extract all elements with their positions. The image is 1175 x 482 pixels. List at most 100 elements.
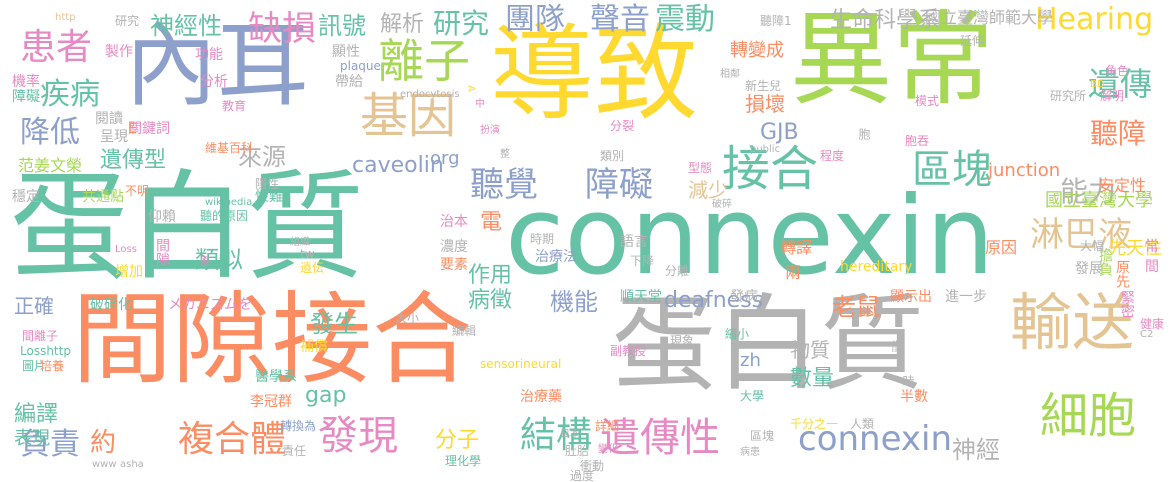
word-cloud-term: 縮小 bbox=[725, 327, 750, 341]
word-cloud-term: 日本 bbox=[560, 429, 580, 440]
word-cloud-term: connexin bbox=[798, 419, 953, 459]
word-cloud-term: 性難 bbox=[255, 189, 283, 205]
word-cloud-term: 負責 bbox=[20, 427, 80, 462]
word-cloud-term: 時 bbox=[901, 375, 915, 387]
word-cloud-term: 先天性 bbox=[1108, 238, 1162, 259]
word-cloud-term: 研究 bbox=[115, 14, 140, 28]
word-cloud-term: 機能 bbox=[550, 288, 598, 316]
word-cloud-term: 醫學系 bbox=[255, 369, 297, 385]
word-cloud-term: 疾病 bbox=[40, 77, 100, 112]
word-cloud-term: 半數 bbox=[900, 389, 928, 405]
word-cloud-term: 分裂 bbox=[610, 119, 635, 133]
word-cloud-term: 分析 bbox=[200, 74, 228, 90]
word-cloud-term: 製作 bbox=[105, 44, 133, 60]
word-cloud-term: 聽覺 bbox=[470, 165, 538, 205]
word-cloud-term: 健康 bbox=[1140, 317, 1165, 331]
word-cloud-term: 聽障1 bbox=[760, 14, 792, 28]
word-cloud-term: 障礙 bbox=[585, 165, 653, 205]
word-cloud-term: 發病 bbox=[730, 289, 758, 305]
word-cloud-term: 分子 bbox=[435, 428, 480, 453]
word-cloud-term: connexin bbox=[505, 174, 995, 299]
word-cloud-term: 顯示出 bbox=[890, 289, 932, 305]
word-cloud-term: 關鍵詞 bbox=[128, 121, 170, 137]
word-cloud-term: 聽障 bbox=[1090, 117, 1147, 150]
word-cloud-term: A bbox=[465, 85, 476, 92]
word-cloud-term: 理化學 bbox=[445, 454, 482, 468]
word-cloud-term: 帶給 bbox=[335, 74, 363, 90]
word-cloud-term: 約 bbox=[90, 428, 117, 458]
word-cloud-term: junction bbox=[988, 160, 1061, 181]
word-cloud-term: 吾 bbox=[200, 257, 210, 268]
word-cloud-term: 順天堂 bbox=[620, 289, 662, 305]
word-cloud-term: www bbox=[92, 459, 117, 470]
word-cloud-term: BD bbox=[1090, 79, 1105, 90]
word-cloud-term: 進一步 bbox=[945, 289, 987, 305]
word-cloud-term: gap bbox=[305, 383, 347, 408]
word-cloud-term: 型態 bbox=[688, 161, 713, 175]
word-cloud-term: 責任 bbox=[282, 444, 307, 458]
word-cloud-term: 兩 bbox=[785, 263, 802, 282]
word-cloud-term: 范姜文榮 bbox=[18, 156, 83, 175]
word-cloud-term: 減少 bbox=[688, 178, 728, 202]
word-cloud-term: 緊密 bbox=[1119, 290, 1135, 318]
word-cloud-term: 擔負 bbox=[1097, 248, 1113, 276]
word-cloud-term: 濃度 bbox=[440, 239, 468, 255]
word-cloud-term: 間隙接合 bbox=[72, 281, 472, 398]
word-cloud-term: 正確 bbox=[14, 294, 54, 318]
word-cloud-term: 障礙 bbox=[12, 89, 40, 105]
word-cloud-term: 病患 bbox=[740, 447, 760, 458]
word-cloud-term: 發現 bbox=[318, 413, 398, 459]
word-cloud-term: 導致 bbox=[490, 13, 699, 135]
word-cloud-term: 編譯 bbox=[14, 402, 59, 427]
word-cloud-term: 增加 bbox=[115, 264, 143, 280]
word-cloud-term: 淋巴液 bbox=[1030, 215, 1132, 255]
word-cloud-term: 閱讀 bbox=[95, 111, 123, 127]
word-cloud-term: tw bbox=[300, 247, 315, 261]
word-cloud-term: 類別 bbox=[600, 149, 625, 163]
word-cloud-term: deafness bbox=[664, 288, 764, 313]
word-cloud-term: 培養 bbox=[40, 359, 65, 373]
word-cloud-term: 人類 bbox=[850, 417, 875, 431]
word-cloud-term: caveolin bbox=[352, 153, 444, 178]
word-cloud-term: 整 bbox=[500, 149, 510, 160]
word-cloud-term: http bbox=[55, 12, 76, 23]
word-cloud-term: 轉譯 bbox=[780, 238, 813, 257]
word-cloud-term: endocytosis bbox=[400, 89, 460, 100]
word-cloud-term: 相鄰 bbox=[720, 69, 740, 80]
word-cloud-term: 胞吞 bbox=[905, 134, 930, 148]
word-cloud-term: 物質 bbox=[790, 338, 830, 362]
word-cloud-term: 組織 bbox=[290, 237, 310, 248]
word-cloud-term: 穩定 bbox=[12, 189, 40, 205]
word-cloud-term: 聽的原因 bbox=[200, 209, 249, 223]
word-cloud-term: asha bbox=[120, 459, 144, 470]
word-cloud-term: 來源 bbox=[238, 143, 286, 171]
word-cloud-term: 延伸 bbox=[960, 34, 985, 48]
word-cloud-term: 治療藥 bbox=[520, 389, 562, 405]
word-cloud-term: 要素 bbox=[440, 257, 468, 273]
word-cloud-term: 複合體 bbox=[178, 419, 287, 460]
word-cloud-term: 遺傳性 bbox=[600, 415, 720, 461]
word-cloud-term: 原因 bbox=[985, 238, 1018, 257]
word-cloud-term: 遺傳 bbox=[1088, 65, 1153, 103]
word-cloud-term: 副教授 bbox=[610, 344, 647, 358]
word-cloud-term: 新生兒 bbox=[745, 79, 782, 93]
word-cloud-term: メカニズムを bbox=[168, 297, 252, 313]
word-cloud-term: 訊號 bbox=[318, 12, 366, 40]
word-cloud-term: 李冠群 bbox=[250, 394, 292, 410]
word-cloud-term: 表現 bbox=[14, 428, 50, 449]
word-cloud-term: 間離子 bbox=[22, 329, 59, 343]
word-cloud-term: 角色 bbox=[1105, 64, 1130, 78]
word-cloud-term: 研究所 bbox=[1050, 89, 1087, 103]
word-cloud-term: 治療法 bbox=[535, 249, 577, 265]
word-cloud-term: 編輯 bbox=[452, 324, 477, 338]
word-cloud-term: 分離 bbox=[665, 264, 690, 278]
word-cloud-term: 常 bbox=[1145, 239, 1159, 255]
word-cloud-term: 神經性 bbox=[150, 12, 222, 40]
word-cloud-term: 共通點 bbox=[82, 189, 124, 205]
word-cloud-term: Hearing bbox=[1035, 2, 1154, 37]
word-cloud-term: 原先 bbox=[1114, 260, 1130, 288]
word-cloud-term: 教育 bbox=[222, 99, 247, 113]
word-cloud-term: 遺伝 bbox=[300, 261, 325, 275]
word-cloud-term: 能力 bbox=[1060, 175, 1117, 208]
word-cloud-term: 國立臺灣大學 bbox=[1045, 190, 1153, 211]
